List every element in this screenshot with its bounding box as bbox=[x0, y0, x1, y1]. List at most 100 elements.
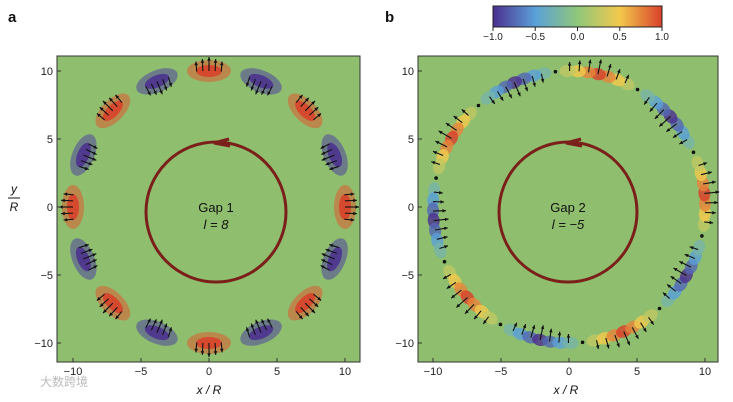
panel-b-plot: Gap 2 l = −5 10 5 0 −5 −10 −10 −5 0 5 10 bbox=[395, 55, 720, 378]
panel-b-vector-arrowhead bbox=[709, 220, 714, 225]
y-tick-label: 5 bbox=[408, 134, 414, 146]
y-axis-label-top: y bbox=[10, 182, 18, 196]
panel-b-vector-arrowhead bbox=[540, 78, 545, 83]
panel-a-vector-arrowhead bbox=[93, 265, 98, 269]
panel-a-vector-arrowhead bbox=[311, 309, 316, 314]
panel-a-vector-arrowhead bbox=[92, 253, 97, 257]
y-tick-label: −5 bbox=[40, 270, 53, 282]
panel-a-vector-arrowhead bbox=[321, 259, 326, 263]
panel-b-vector-arrowhead bbox=[644, 100, 648, 105]
panel-a-vector-arrowhead bbox=[353, 211, 357, 216]
panel-a-vector-arrowhead bbox=[147, 91, 151, 96]
panel-b-vector-arrowhead bbox=[557, 331, 562, 336]
y-tick-label: −10 bbox=[395, 338, 414, 350]
panel-a-vector-arrowhead bbox=[99, 107, 104, 111]
panel-b-vector-arrowhead bbox=[684, 254, 689, 258]
panel-a-vector-arrowhead bbox=[250, 323, 255, 328]
panel-a-vector-arrowhead bbox=[245, 327, 250, 332]
panel-a-vector-arrowhead bbox=[159, 90, 163, 95]
panel-b-vector-arrowhead bbox=[522, 324, 527, 329]
panel-b-vector-arrowhead bbox=[567, 62, 572, 66]
panel-b-node-dot bbox=[691, 150, 696, 155]
panel-b-field-lobe bbox=[480, 91, 496, 105]
x-tick-label: −10 bbox=[64, 366, 83, 378]
panel-a-label: a bbox=[8, 9, 17, 26]
y-tick-label: 0 bbox=[47, 202, 53, 214]
panel-b-vector-arrowhead bbox=[456, 303, 461, 308]
panel-b-field-lobe bbox=[642, 309, 658, 323]
panel-b-vector-arrowhead bbox=[513, 322, 517, 327]
panel-a-vector-arrowhead bbox=[207, 57, 211, 61]
panel-b-vector-arrowhead bbox=[650, 320, 654, 325]
panel-b-node-dot bbox=[498, 322, 503, 327]
panel-a-vector-arrowhead bbox=[200, 59, 205, 63]
panel-b-vector-arrowhead bbox=[566, 333, 571, 338]
panel-b-node-dot bbox=[635, 87, 640, 92]
panel-a-vector-arrowhead bbox=[163, 86, 168, 91]
x-tick-label: 5 bbox=[634, 366, 640, 378]
panel-a-vector-arrowhead bbox=[168, 327, 173, 332]
panel-b-vector-arrowhead bbox=[435, 141, 440, 145]
panel-b-field-lobe bbox=[482, 311, 498, 325]
panel-a-vector-arrowhead bbox=[325, 161, 330, 166]
panel-b-vector-arrowhead bbox=[438, 130, 443, 135]
panel-b-vector-arrowhead bbox=[606, 344, 610, 349]
panel-b-vector-arrowhead bbox=[474, 315, 478, 320]
panel-b-vector-arrowhead bbox=[662, 292, 667, 297]
panel-a-vector-arrowhead bbox=[261, 90, 265, 95]
colorbar-tick-label: −1.0 bbox=[483, 32, 503, 43]
y-tick-label: 0 bbox=[408, 202, 414, 214]
panel-a-vector-arrowhead bbox=[317, 296, 322, 301]
panel-b-x-axis-label: x / R bbox=[553, 383, 579, 397]
panel-b-vector-arrowhead bbox=[625, 74, 629, 79]
panel-b-vector-arrowhead bbox=[532, 82, 536, 87]
panel-a-vector-arrowhead bbox=[63, 218, 68, 222]
panel-a-vector-arrowhead bbox=[355, 205, 359, 209]
panel-a-vector-arrowhead bbox=[61, 198, 65, 203]
panel-b-label: b bbox=[385, 9, 394, 26]
panel-a-vector-arrowhead bbox=[320, 145, 325, 149]
panel-a-vector-arrowhead bbox=[298, 94, 303, 99]
panel-b-vector-arrowhead bbox=[712, 210, 716, 215]
panel-b-vector-arrowhead bbox=[673, 267, 678, 272]
x-tick-label: 10 bbox=[339, 366, 351, 378]
panel-b-vector-arrowhead bbox=[679, 140, 684, 145]
panel-b-vector-arrowhead bbox=[659, 122, 664, 127]
y-tick-label: −5 bbox=[401, 270, 414, 282]
panel-a-vector-arrowhead bbox=[207, 353, 211, 357]
panel-b-vector-arrowhead bbox=[672, 134, 677, 138]
panel-b-vector-arrowhead bbox=[499, 96, 504, 101]
panel-a-vector-arrowhead bbox=[255, 319, 259, 324]
panel-a-vector-arrowhead bbox=[321, 157, 326, 161]
panel-b-vector-arrowhead bbox=[440, 200, 445, 204]
panel-a-vector-arrowhead bbox=[99, 303, 104, 307]
panel-a-gap-text: Gap 1 bbox=[198, 200, 233, 215]
panel-b-node-dot bbox=[434, 176, 438, 180]
panel-a-vector-arrowhead bbox=[250, 86, 255, 91]
panel-b-vector-arrowhead bbox=[431, 161, 436, 165]
panel-b-vector-arrowhead bbox=[508, 94, 512, 99]
x-tick-label: 10 bbox=[699, 366, 711, 378]
y-tick-label: 10 bbox=[41, 66, 53, 78]
panel-a-vector-arrowhead bbox=[311, 100, 316, 105]
panel-b-vector-arrowhead bbox=[654, 115, 659, 119]
x-tick-label: −5 bbox=[135, 366, 148, 378]
panel-a-mode-text: l = 8 bbox=[204, 217, 230, 232]
panel-b-vector-arrowhead bbox=[626, 341, 630, 346]
colorbar-tick-label: 0.5 bbox=[613, 32, 627, 43]
panel-b-node-dot bbox=[476, 103, 481, 108]
panel-a-vector-arrowhead bbox=[159, 319, 163, 324]
panel-a-vector-arrowhead bbox=[153, 90, 157, 95]
panel-b-gap-text: Gap 2 bbox=[550, 200, 585, 215]
panel-a-vector-arrowhead bbox=[321, 151, 326, 155]
y-tick-label: −10 bbox=[34, 338, 53, 350]
panel-a-vector-arrowhead bbox=[63, 192, 68, 196]
colorbar-gradient bbox=[492, 5, 663, 28]
panel-b-loop-arrowhead bbox=[565, 137, 583, 148]
panel-b-mode-text: l = −5 bbox=[552, 217, 585, 232]
panel-a-vector-arrowhead bbox=[194, 61, 198, 66]
panel-b-vector-arrowhead bbox=[432, 151, 437, 155]
y-tick-label: 5 bbox=[47, 134, 53, 146]
panel-b-vector-arrowhead bbox=[461, 109, 466, 114]
x-tick-label: −10 bbox=[424, 366, 443, 378]
